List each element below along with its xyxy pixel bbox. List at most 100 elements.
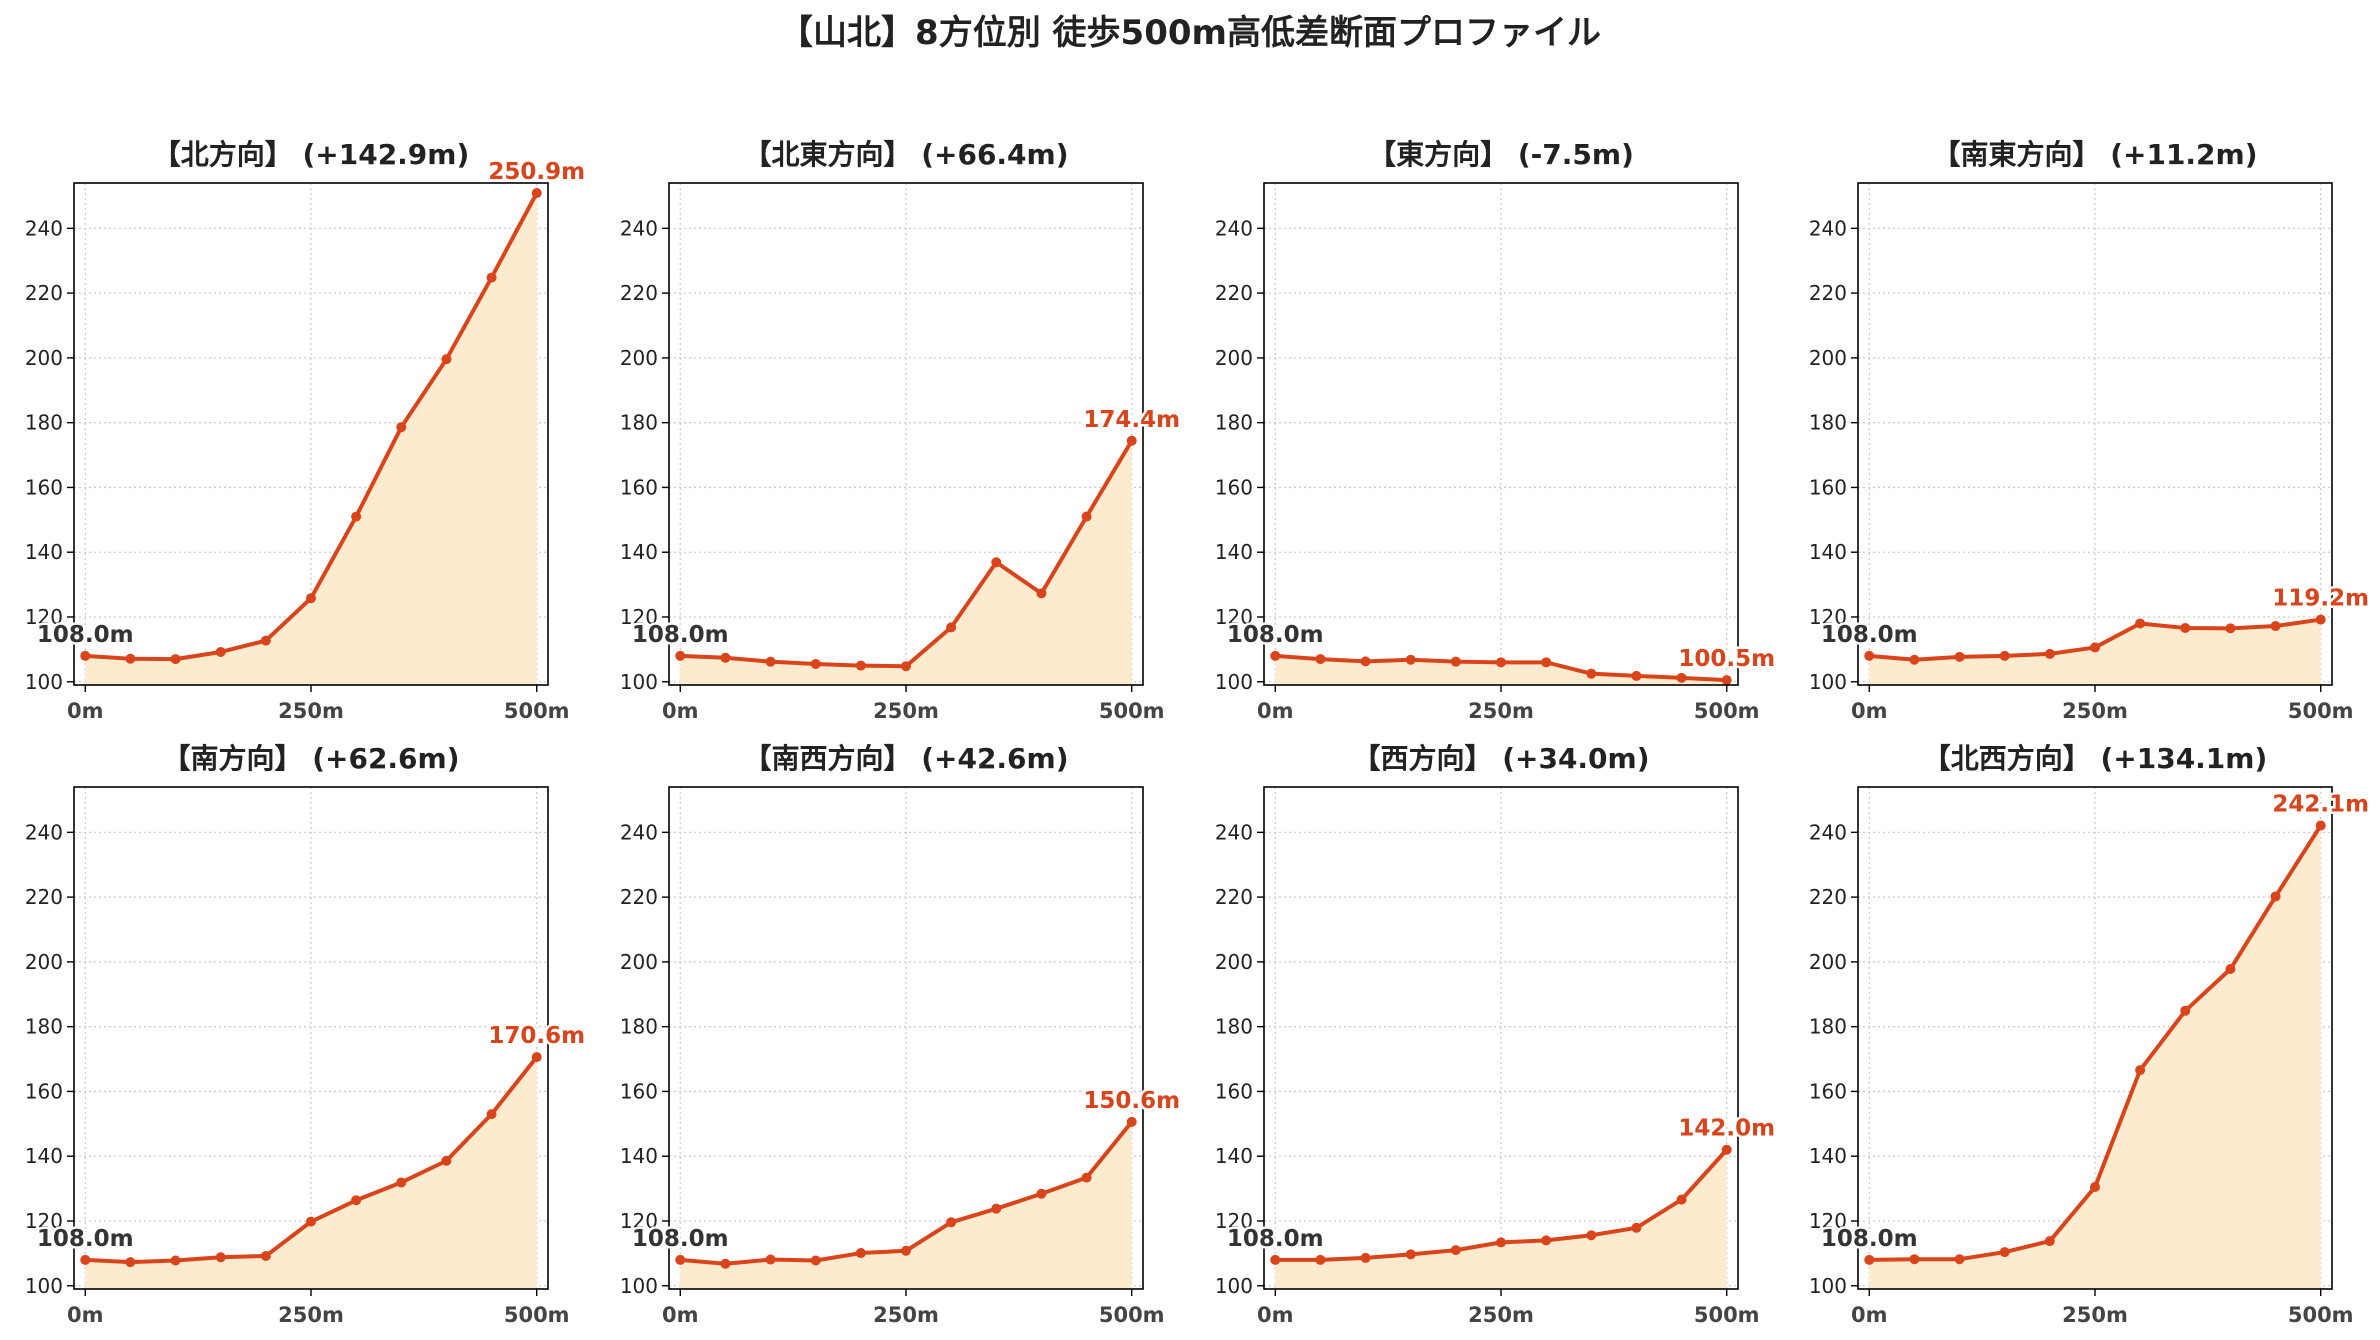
elevation-point [2135, 618, 2146, 629]
elevation-area [680, 1121, 1132, 1289]
y-tick-label: 120 [620, 1209, 658, 1233]
chart-panel: 【西方向】 (+34.0m) 100 120 140 160 180 200 220 240 0m… [1215, 742, 1778, 1327]
elevation-point [1360, 1252, 1371, 1263]
chart-panel: 【南方向】 (+62.6m) 100 120 140 160 180 200 220 240 0m… [25, 742, 588, 1327]
y-tick-label: 180 [1215, 1015, 1253, 1039]
y-tick-label: 100 [1809, 1274, 1847, 1298]
y-tick-label: 100 [25, 1274, 63, 1298]
elevation-point [2044, 648, 2055, 659]
elevation-point [215, 646, 226, 657]
y-tick-label: 160 [1215, 1079, 1253, 1103]
y-tick-label: 180 [1809, 411, 1847, 435]
end-value-label: 119.2m [2272, 586, 2369, 612]
end-value-label: 250.9m [488, 159, 585, 185]
y-tick-label: 200 [1215, 346, 1253, 370]
start-value-label: 108.0m [37, 622, 134, 648]
y-tick-label: 220 [25, 281, 63, 305]
elevation-point [1126, 1116, 1137, 1127]
y-tick-label: 240 [1215, 820, 1253, 844]
y-tick-label: 120 [1215, 1209, 1253, 1233]
elevation-point [1721, 1144, 1732, 1155]
elevation-point [1676, 672, 1687, 683]
x-tick-label: 500m [1694, 699, 1760, 723]
y-tick-label: 120 [25, 1209, 63, 1233]
elevation-point [486, 1109, 497, 1120]
elevation-point [1036, 1188, 1047, 1199]
elevation-point [991, 1203, 1002, 1214]
panel-title: 【北西方向】 (+134.1m) [1923, 742, 2268, 775]
y-tick-label: 100 [620, 670, 658, 694]
x-tick-label: 0m [662, 699, 699, 723]
elevation-point [2135, 1065, 2146, 1076]
y-tick-label: 140 [1809, 1144, 1847, 1168]
x-tick-label: 0m [1851, 699, 1888, 723]
end-value-label: 100.5m [1678, 646, 1775, 672]
elevation-area [1869, 825, 2321, 1289]
x-tick-label: 250m [278, 699, 344, 723]
elevation-point [1586, 1230, 1597, 1241]
start-value-label: 108.0m [632, 622, 729, 648]
x-tick-label: 0m [662, 1303, 699, 1327]
x-tick-label: 0m [1257, 1303, 1294, 1327]
elevation-point [125, 1257, 136, 1268]
chart-panel: 【南東方向】 (+11.2m) 100 120 140 160 180 200 220 240 0… [1809, 138, 2372, 723]
y-tick-label: 140 [25, 1144, 63, 1168]
elevation-point [1954, 1254, 1965, 1265]
x-tick-label: 250m [278, 1303, 344, 1327]
elevation-point [1909, 654, 1920, 665]
elevation-point [80, 1254, 91, 1265]
elevation-point [2315, 614, 2326, 625]
x-tick-label: 250m [2062, 699, 2128, 723]
elevation-point [1999, 650, 2010, 661]
x-tick-label: 250m [873, 699, 939, 723]
x-tick-label: 0m [1257, 699, 1294, 723]
elevation-point [901, 661, 911, 672]
y-tick-label: 220 [1809, 281, 1847, 305]
x-tick-label: 500m [1099, 699, 1165, 723]
y-tick-label: 100 [1215, 670, 1253, 694]
x-tick-label: 250m [1468, 699, 1534, 723]
elevation-point [306, 593, 316, 604]
y-tick-label: 120 [1809, 1209, 1847, 1233]
elevation-point [1541, 1235, 1552, 1246]
y-tick-label: 220 [620, 281, 658, 305]
elevation-area [680, 440, 1132, 685]
y-tick-label: 220 [1215, 281, 1253, 305]
y-tick-label: 120 [620, 605, 658, 629]
elevation-point [260, 635, 271, 646]
elevation-point [306, 1216, 316, 1227]
start-value-label: 108.0m [37, 1226, 134, 1252]
y-tick-label: 200 [25, 950, 63, 974]
y-tick-label: 160 [1809, 1079, 1847, 1103]
elevation-point [810, 658, 821, 669]
x-tick-label: 0m [67, 699, 104, 723]
elevation-point [2225, 623, 2236, 634]
elevation-point [720, 652, 731, 663]
y-tick-label: 240 [1809, 820, 1847, 844]
elevation-point [2090, 1181, 2100, 1192]
elevation-point [1909, 1254, 1920, 1265]
y-tick-label: 220 [620, 885, 658, 909]
elevation-point [1541, 657, 1552, 668]
elevation-point [946, 1217, 957, 1228]
chart-panel: 【南西方向】 (+42.6m) 100 120 140 160 180 200 220 240 0… [620, 742, 1183, 1327]
start-value-label: 108.0m [1821, 1226, 1918, 1252]
elevation-point [531, 1052, 542, 1063]
x-tick-label: 500m [2288, 1303, 2354, 1327]
elevation-point [441, 1155, 452, 1166]
y-tick-label: 100 [1809, 670, 1847, 694]
y-tick-label: 220 [1215, 885, 1253, 909]
end-value-label: 174.4m [1083, 407, 1180, 433]
y-tick-label: 140 [1215, 540, 1253, 564]
y-tick-label: 140 [1215, 1144, 1253, 1168]
elevation-area [85, 1057, 537, 1289]
y-tick-label: 160 [25, 475, 63, 499]
x-tick-label: 250m [2062, 1303, 2128, 1327]
elevation-point [1864, 650, 1875, 661]
elevation-point [675, 650, 686, 661]
elevation-point [1126, 435, 1137, 446]
elevation-point [2315, 820, 2326, 831]
elevation-point [765, 656, 776, 667]
y-tick-label: 120 [25, 605, 63, 629]
elevation-point [1270, 1254, 1281, 1265]
